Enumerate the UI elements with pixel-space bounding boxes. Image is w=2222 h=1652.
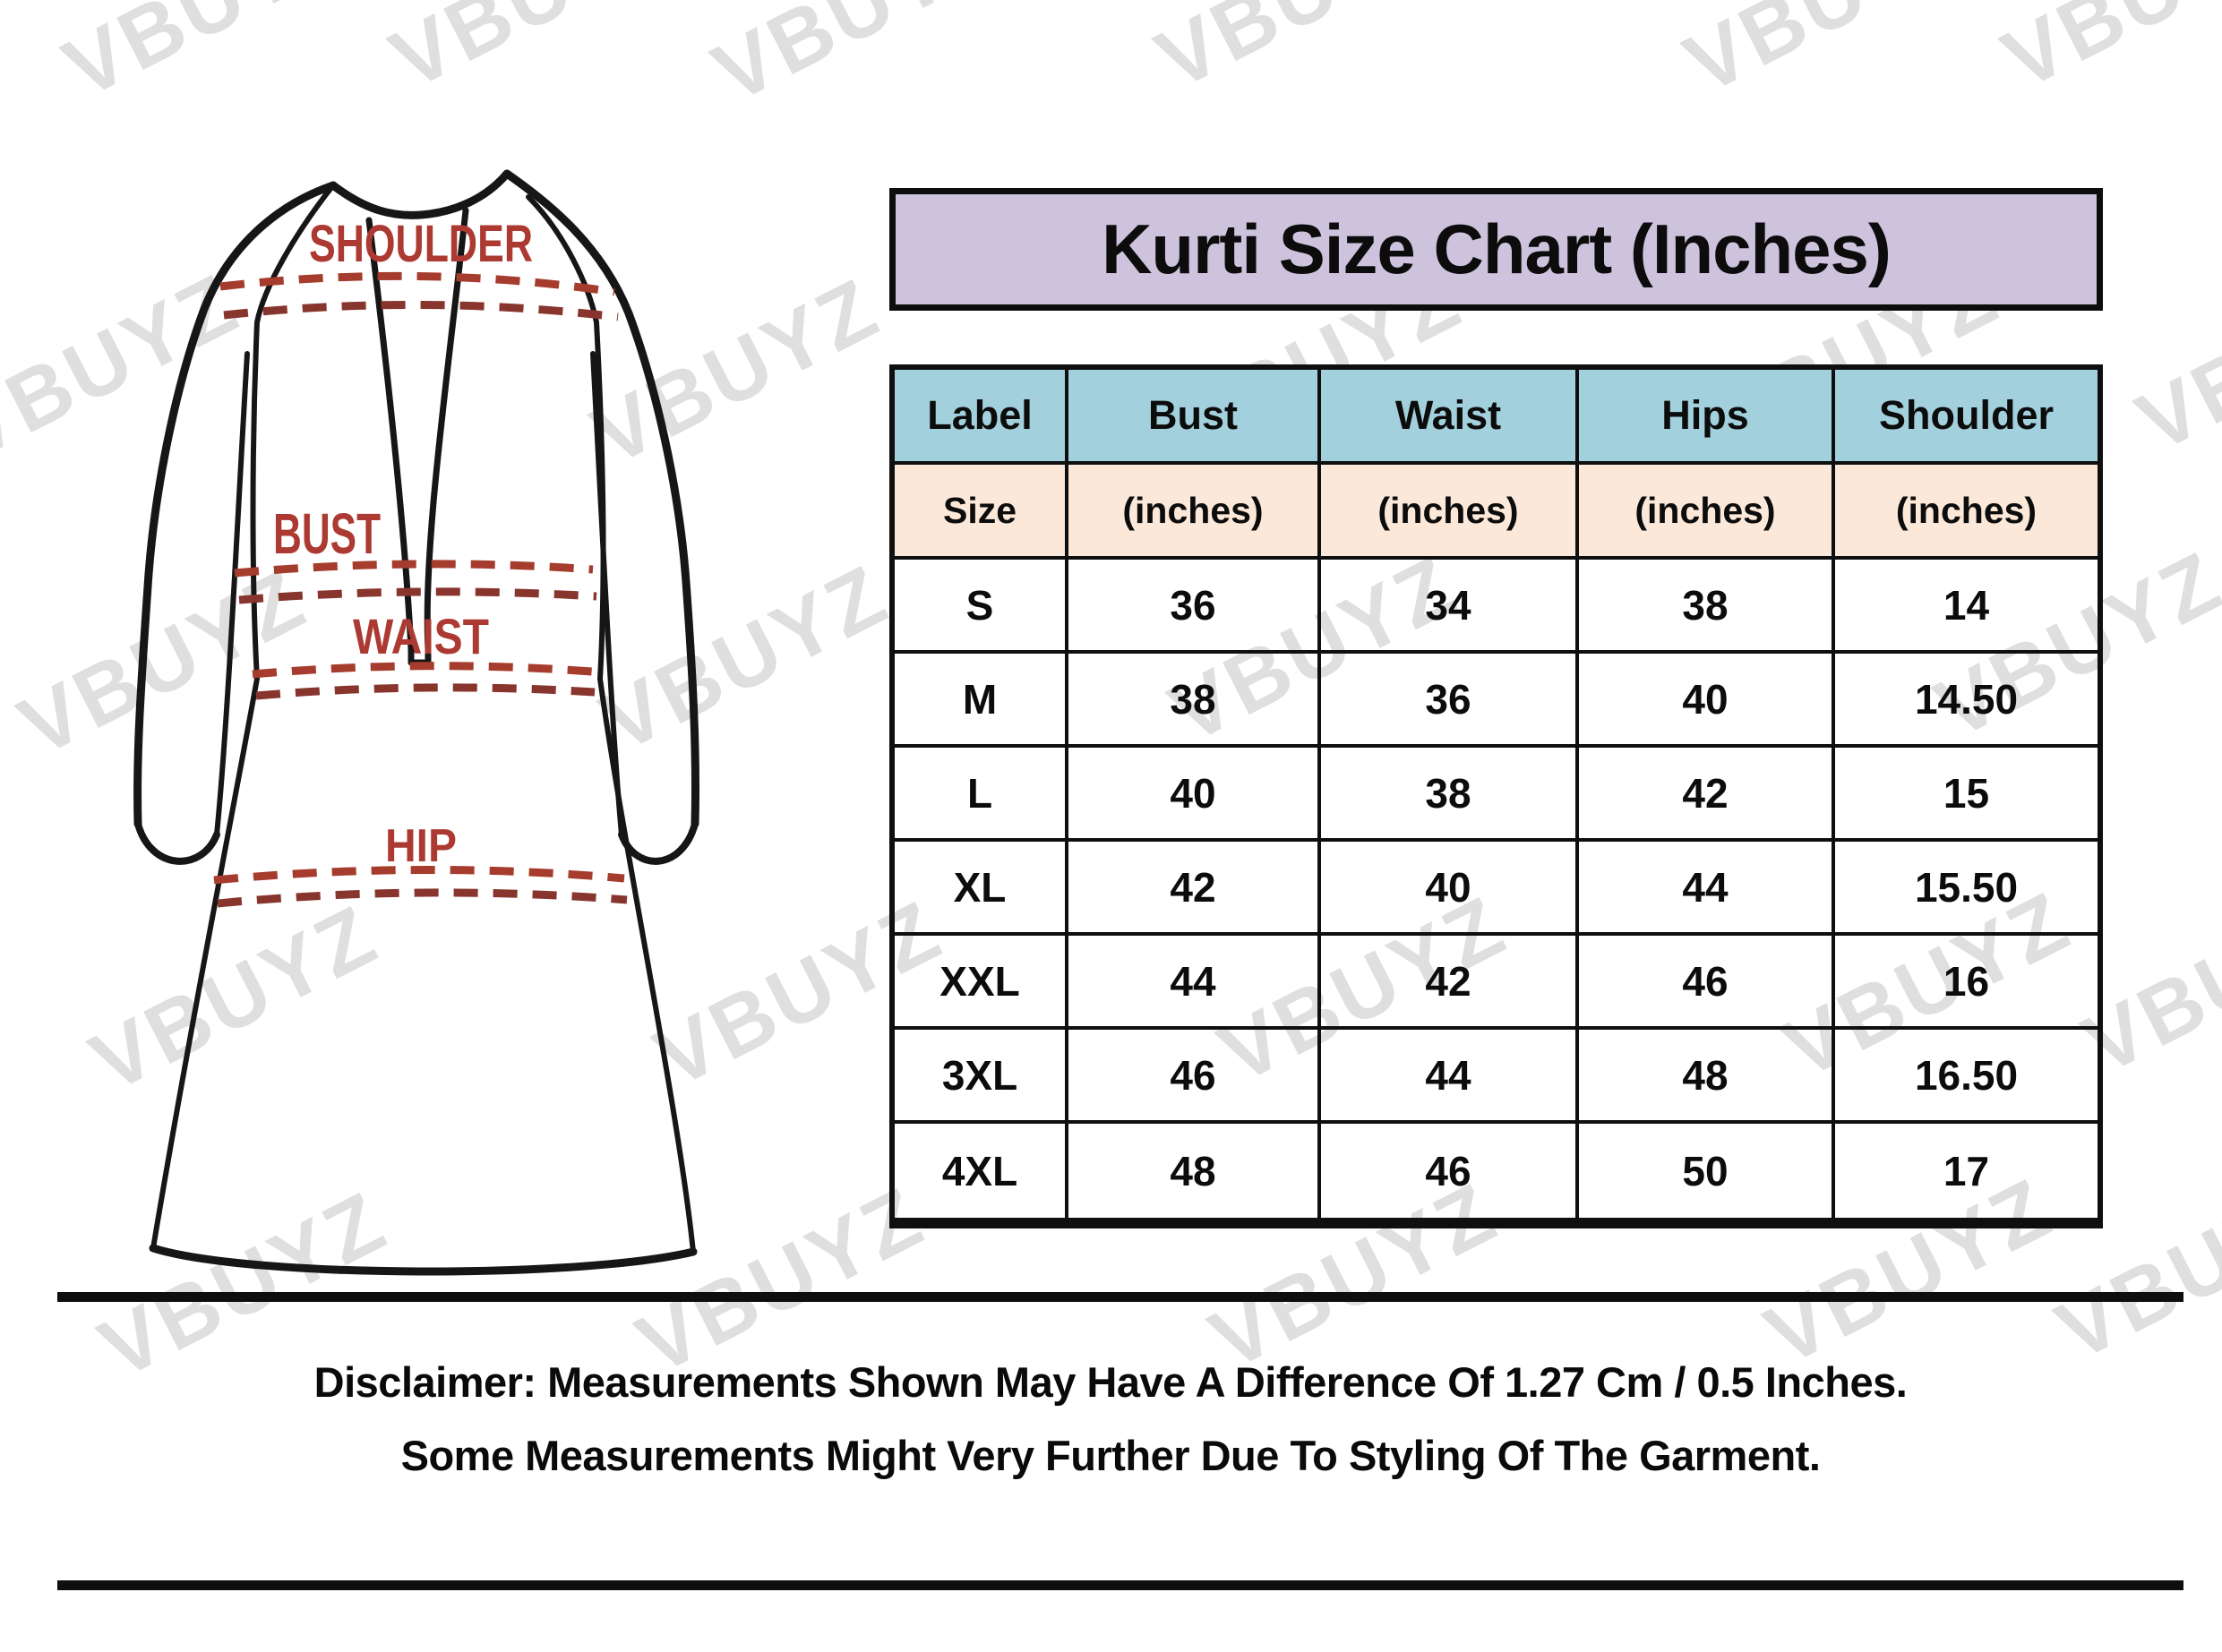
size-label-cell: L: [895, 748, 1068, 842]
neckline: [329, 169, 511, 219]
size-label-cell: 3XL: [895, 1030, 1068, 1124]
hips-value-cell: 40: [1579, 654, 1835, 748]
disclaimer-line-1: Disclaimer: Measurements Shown May Have …: [313, 1358, 1908, 1406]
unit-cell-inches: (inches): [1068, 465, 1321, 560]
unit-cell-inches: (inches): [1835, 465, 2098, 560]
col-header-hips: Hips: [1579, 370, 1835, 465]
unit-cell-inches: (inches): [1579, 465, 1835, 560]
waist-label: WAIST: [353, 608, 489, 664]
vbuyz-watermark: VBUYZ: [376, 0, 693, 109]
waist-value-cell: 34: [1321, 560, 1579, 654]
divider-line-top: [57, 1292, 2183, 1302]
vbuyz-watermark: VBUYZ: [2123, 246, 2222, 471]
disclaimer-line-2: Some Measurements Might Very Further Due…: [400, 1432, 1821, 1479]
divider-line-bottom: [57, 1580, 2183, 1590]
hips-value-cell: 42: [1579, 748, 1835, 842]
waist-value-cell: 36: [1321, 654, 1579, 748]
bust-value-cell: 42: [1068, 842, 1321, 936]
shoulder-value-cell: 14.50: [1835, 654, 2098, 748]
vbuyz-watermark: VBUYZ: [699, 0, 1016, 122]
bust-value-cell: 44: [1068, 936, 1321, 1030]
shoulder-dash-line: [219, 271, 615, 296]
bust-value-cell: 48: [1068, 1124, 1321, 1218]
cuff-right-line: [618, 820, 699, 865]
size-label-cell: M: [895, 654, 1068, 748]
shoulder-label: SHOULDER: [309, 215, 533, 273]
waist-value-cell: 46: [1321, 1124, 1579, 1218]
size-label-cell: 4XL: [895, 1124, 1068, 1218]
size-label-cell: XXL: [895, 936, 1068, 1030]
chart-title: Kurti Size Chart (Inches): [1102, 210, 1892, 288]
size-label-cell: S: [895, 560, 1068, 654]
kurti-measurement-diagram: SHOULDER BUST WAIST HIP: [133, 169, 700, 1276]
shoulder-dash-line: [223, 301, 619, 321]
shoulder-value-cell: 16.50: [1835, 1030, 2098, 1124]
shoulder-value-cell: 17: [1943, 1147, 1990, 1194]
waist-dash-line: [252, 662, 593, 679]
shoulder-value-cell: 15: [1835, 748, 2098, 842]
hip-dash-line: [217, 888, 628, 908]
hips-value-cell: 38: [1579, 560, 1835, 654]
shoulder-value-cell: 15.50: [1835, 842, 2098, 936]
bust-value-cell: 36: [1068, 560, 1321, 654]
vbuyz-watermark: VBUYZ: [1142, 0, 1459, 109]
waist-dash-line: [255, 683, 596, 700]
unit-cell-inches: (inches): [1321, 465, 1579, 560]
hip-label: HIP: [385, 820, 457, 872]
waist-value-cell: 42: [1321, 936, 1579, 1030]
hips-value-cell: 46: [1579, 936, 1835, 1030]
hips-value-cell: 48: [1579, 1030, 1835, 1124]
size-chart-table: Label Bust Waist Hips Shoulder Size (inc…: [889, 364, 2103, 1228]
vbuyz-watermark: VBUYZ: [1670, 0, 1987, 113]
sleeve-left-inner-line: [214, 351, 250, 837]
body-left-line: [150, 183, 336, 1251]
waist-value-cell: 44: [1321, 1030, 1579, 1124]
cuff-left-line: [134, 820, 220, 865]
col-header-waist: Waist: [1321, 370, 1579, 465]
vbuyz-watermark: VBUYZ: [1988, 0, 2222, 109]
hem-line: [149, 1244, 698, 1276]
size-label-cell: XL: [895, 842, 1068, 936]
shoulder-value-cell: 14: [1835, 560, 2098, 654]
bust-value-cell: 46: [1068, 1030, 1321, 1124]
sleeve-right-inner-line: [590, 351, 624, 837]
body-right-line: [526, 194, 696, 1254]
sleeve-right-outer-line: [502, 169, 700, 828]
shoulder-value-cell: 16: [1835, 936, 2098, 1030]
waist-value-cell: 40: [1321, 842, 1579, 936]
unit-cell-size: Size: [895, 465, 1068, 560]
sleeve-left-outer-line: [133, 181, 338, 828]
vbuyz-watermark: VBUYZ: [49, 0, 366, 117]
bust-value-cell: 38: [1068, 654, 1321, 748]
bust-dash-line: [238, 587, 597, 604]
hips-value-cell: 44: [1579, 842, 1835, 936]
waist-value-cell: 38: [1321, 748, 1579, 842]
bust-dash-line: [234, 560, 594, 578]
hip-dash-line: [213, 865, 625, 885]
col-header-label: Label: [895, 370, 1068, 465]
bust-value-cell: 40: [1068, 748, 1321, 842]
chart-title-bar: Kurti Size Chart (Inches): [889, 188, 2103, 311]
col-header-bust: Bust: [1068, 370, 1321, 465]
bust-label: BUST: [273, 501, 381, 566]
col-header-shoulder: Shoulder: [1835, 370, 2098, 465]
hips-value-cell: 50: [1579, 1124, 1835, 1218]
